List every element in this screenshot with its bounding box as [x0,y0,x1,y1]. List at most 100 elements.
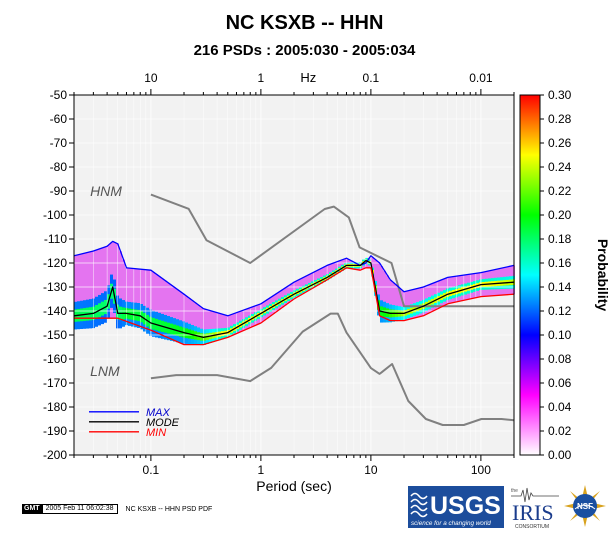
colorbar [519,94,541,456]
density-column [170,285,173,341]
density-column [107,245,110,319]
y-tick-label: -190 [43,424,67,438]
density-column [386,275,389,323]
legend-label: MODE [146,417,180,429]
colorbar-tick-label: 0.08 [548,352,572,366]
density-column [440,279,443,307]
density-column [506,266,509,295]
colorbar-tick-label: 0.16 [548,256,572,270]
y-tick-label: -140 [43,304,67,318]
density-column [251,306,254,327]
y-tick-label: -180 [43,400,67,414]
y-tick-label: -50 [50,88,68,102]
density-column [158,276,161,339]
density-column [161,278,164,339]
density-column [419,287,422,317]
y-tick-label: -130 [43,280,67,294]
svg-text:science for a changing world: science for a changing world [411,520,491,527]
density-column [449,277,452,304]
density-column [305,275,308,292]
x-tick-label: 10 [364,463,378,477]
colorbar-tick-label: 0.22 [548,184,572,198]
density-column [230,314,233,336]
density-column [242,310,245,331]
y-tick-label: -160 [43,352,67,366]
density-column [290,283,293,301]
density-column [122,259,125,327]
density-column [146,269,149,334]
density-column [509,266,512,295]
series-line-hnm [150,193,514,308]
gmt-timestamp: GMT 2005 Feb 11 06:02:38 NC KSXB -- HHN … [22,504,212,514]
colorbar-tick-label: 0.20 [548,208,572,222]
density-column [173,287,176,342]
legend-label: MIN [146,427,166,439]
density-column [380,265,383,323]
x-tick-label: 100 [471,463,491,477]
density-column [293,281,296,299]
density-column [206,309,209,344]
colorbar-tick-label: 0.30 [548,88,572,102]
density-column [383,270,386,323]
density-column [416,288,419,318]
colorbar-tick-label: 0.06 [548,376,572,390]
legend-entry-mode: MODE [89,417,180,429]
colorbar-tick-label: 0.10 [548,328,572,342]
density-column [185,296,188,345]
density-column [218,313,221,341]
colorbar-tick-label: 0.28 [548,112,572,126]
svg-text:NSF: NSF [577,502,593,511]
series-line-min [74,267,515,346]
iris-logo: the IRIS CONSORTIUM [511,487,559,530]
density-column [296,280,299,297]
density-column [128,268,131,326]
density-column [425,285,428,315]
density-column [275,293,278,312]
density-column [212,311,215,343]
density-column [500,268,503,296]
y-tick-label: -60 [50,112,68,126]
y-tick-label: -200 [43,448,67,462]
density-column [137,268,140,328]
density-column [164,280,167,340]
density-column [131,268,134,327]
density-column [239,311,242,332]
svg-text:CONSORTIUM: CONSORTIUM [515,524,549,530]
density-column [227,315,230,338]
density-column [458,275,461,302]
density-column [413,289,416,318]
colorbar-tick-label: 0.26 [548,136,572,150]
density-column [503,267,506,295]
density-column [443,278,446,306]
legend-entry-max: MAX [89,407,171,419]
chart-subtitle: 216 PSDs : 2005:030 - 2005:034 [193,42,416,59]
density-column [410,289,413,319]
svg-text:the: the [511,488,518,494]
density-column [302,277,305,294]
density-column [167,282,170,341]
density-column [86,252,89,329]
density-column [428,284,431,313]
density-column [392,282,395,322]
footer-caption: NC KSXB -- HHN PSD PDF [125,505,213,513]
y-tick-label: -70 [50,136,68,150]
colorbar-tick-label: 0.12 [548,304,572,318]
x-axis-title: Period (sec) [256,478,331,494]
x-tick-label: 1 [258,463,265,477]
density-column [287,285,290,303]
timestamp: 2005 Feb 11 06:02:38 [41,504,118,514]
top-tick-label: 0.1 [363,71,380,85]
density-column [389,280,392,323]
colorbar-tick-label: 0.24 [548,160,572,174]
density-column [134,268,137,328]
density-column [215,312,218,342]
density-column [452,276,455,303]
density-column [233,313,236,335]
series-line-mode [73,259,515,339]
density-column [209,310,212,343]
density-column [395,285,398,322]
colorbar-tick-label: 0.04 [548,400,572,414]
y-tick-label: -110 [44,232,67,246]
density-column [191,300,194,345]
